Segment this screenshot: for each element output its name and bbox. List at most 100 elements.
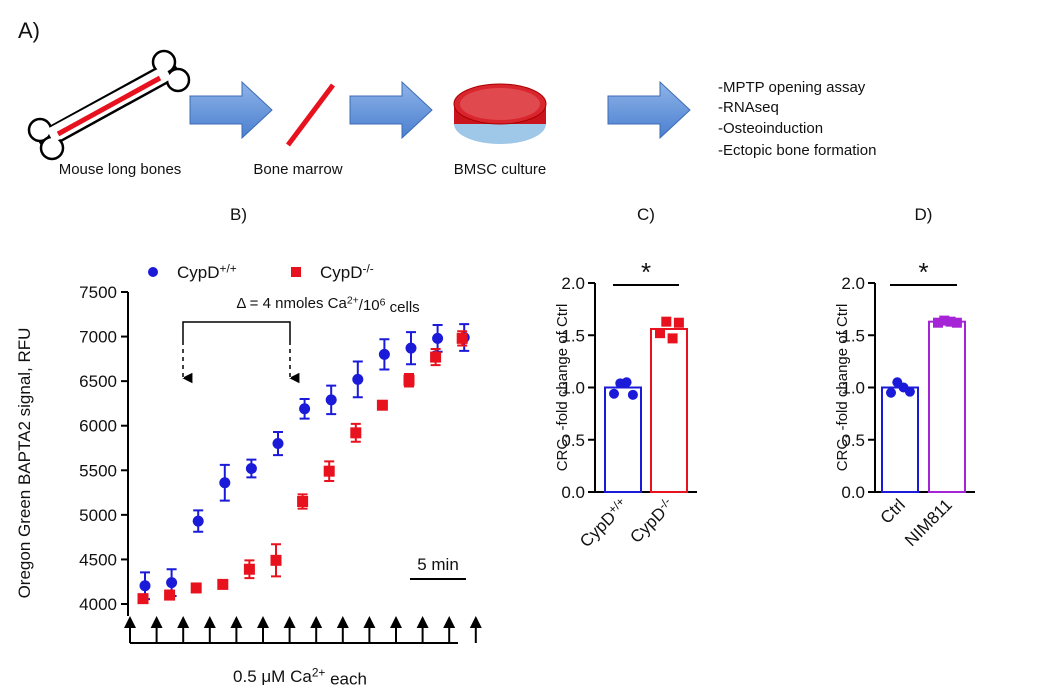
- addition-arrowhead: [150, 616, 163, 628]
- addition-arrowhead: [124, 616, 136, 628]
- y-tick-label: 4500: [79, 550, 117, 569]
- step-label: Mouse long bones: [59, 161, 182, 178]
- step-label: BMSC culture: [454, 161, 547, 178]
- panel-title: B): [230, 205, 247, 224]
- y-tick-label: 0.5: [561, 431, 585, 450]
- data-point: [272, 438, 284, 450]
- panel-title: D): [915, 205, 933, 224]
- addition-arrowhead: [310, 616, 323, 628]
- x-tick-label: CypD-/-: [625, 494, 677, 546]
- y-tick-label: 4000: [79, 595, 117, 614]
- bar: [604, 386, 642, 493]
- bar: [881, 386, 919, 493]
- data-point: [243, 563, 255, 575]
- data-point: [951, 317, 962, 328]
- data-point: [376, 399, 388, 411]
- x-tick-label: Ctrl: [877, 495, 909, 527]
- y-tick-label: 2.0: [561, 274, 585, 293]
- data-point: [609, 388, 619, 399]
- data-point: [673, 317, 684, 328]
- legend-label: CypD+/+: [177, 262, 237, 282]
- addition-arrowhead: [177, 616, 190, 628]
- data-point: [456, 332, 468, 344]
- data-point: [270, 554, 282, 566]
- data-point: [667, 333, 678, 344]
- data-point: [655, 328, 665, 339]
- data-point: [933, 317, 943, 328]
- addition-arrowhead: [203, 616, 216, 628]
- data-point: [325, 394, 337, 406]
- annotation-part: cells: [386, 299, 420, 316]
- x-axis-label-part: 2+: [312, 666, 326, 680]
- data-point: [190, 582, 202, 594]
- data-point: [432, 332, 444, 344]
- data-point: [350, 427, 362, 439]
- annotation-part: Δ = 4 nmoles Ca: [236, 295, 347, 312]
- significance: *: [918, 257, 928, 287]
- outcome: -Osteoinduction: [718, 120, 823, 137]
- data-point: [291, 267, 301, 277]
- data-point: [148, 267, 158, 277]
- y-tick-label: 2.0: [841, 274, 865, 293]
- data-point: [627, 389, 638, 400]
- data-point: [621, 377, 632, 388]
- y-tick-label: 1.5: [561, 326, 585, 345]
- data-point: [430, 351, 442, 363]
- x-axis-label-part: 0.5 μM Ca: [233, 667, 312, 686]
- bar: [650, 327, 688, 494]
- data-point: [323, 465, 335, 477]
- y-tick-label: 0.0: [841, 483, 865, 502]
- x-axis-label-part: each: [325, 669, 367, 688]
- y-tick-label: 6500: [79, 372, 117, 391]
- flow-arrow: [349, 80, 433, 140]
- data-point: [219, 477, 231, 489]
- y-tick-label: 1.5: [841, 326, 865, 345]
- x-tick-label: NIM811: [901, 495, 956, 550]
- annotation-part: 2+: [347, 294, 359, 306]
- data-point: [137, 593, 149, 605]
- data-point: [939, 315, 950, 326]
- addition-arrowhead: [257, 616, 269, 628]
- annotation-part: /10: [359, 297, 380, 314]
- outcome: -MPTP opening assay: [718, 79, 866, 96]
- y-tick-label: 5000: [79, 506, 117, 525]
- annotation: Δ = 4 nmoles Ca2+/106 cells: [236, 294, 419, 316]
- addition-arrowhead: [443, 616, 456, 628]
- significance: *: [641, 257, 651, 287]
- dish-icon: [453, 83, 547, 144]
- legend-label-part: -/-: [363, 262, 374, 276]
- y-axis-label: Oregon Green BAPTA2 signal, RFU: [15, 328, 34, 599]
- bar: [928, 320, 966, 494]
- addition-arrowhead: [336, 616, 349, 628]
- legend-label: CypD-/-: [320, 262, 374, 282]
- data-point: [166, 577, 178, 589]
- bracket-dash: [182, 345, 291, 378]
- marrow-icon: [286, 83, 335, 147]
- data-point: [403, 374, 415, 386]
- x-axis-label: 0.5 μM Ca2+ each: [233, 666, 367, 689]
- y-axis-label: CRC, -fold change of Ctrl: [834, 304, 851, 472]
- legend-label-part: CypD: [177, 263, 220, 282]
- data-point: [217, 578, 229, 590]
- step-label: Bone marrow: [253, 161, 342, 178]
- bracket: [181, 321, 300, 384]
- outcome: -Ectopic bone formation: [718, 142, 876, 159]
- annotation-part: 6: [380, 296, 386, 308]
- x-tick-label: CypD+/+: [575, 494, 632, 551]
- data-point: [139, 580, 151, 592]
- y-tick-label: 5500: [79, 461, 117, 480]
- addition-arrowhead: [416, 616, 429, 628]
- y-tick-label: 7500: [79, 283, 117, 302]
- y-tick-label: 1.0: [841, 379, 865, 398]
- addition-arrowhead: [390, 616, 402, 628]
- data-point: [945, 316, 956, 327]
- bone-icon: [27, 49, 191, 161]
- scale-bar-label: 5 min: [417, 555, 459, 574]
- y-tick-label: 7000: [79, 328, 117, 347]
- y-tick-label: 1.0: [561, 379, 585, 398]
- data-point: [904, 386, 915, 397]
- panel-label: A): [18, 18, 40, 43]
- y-tick-label: 0.0: [561, 483, 585, 502]
- y-tick-label: 6000: [79, 417, 117, 436]
